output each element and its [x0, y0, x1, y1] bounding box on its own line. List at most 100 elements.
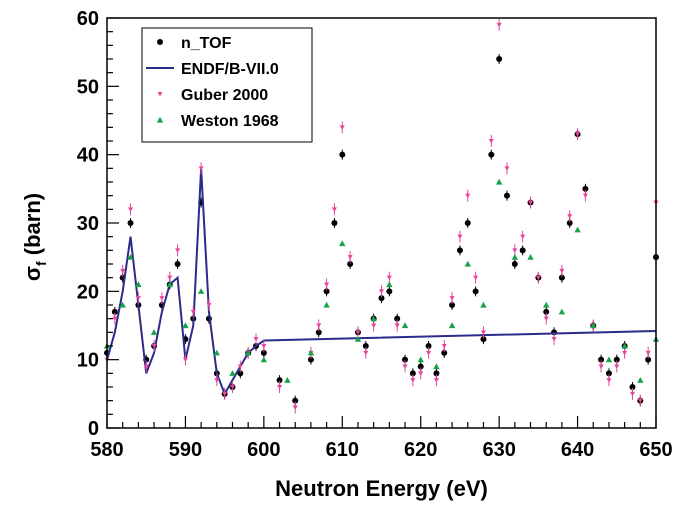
legend-entry: Weston 1968	[156, 113, 279, 130]
data-point	[362, 343, 369, 349]
data-point	[261, 344, 267, 349]
data-point	[528, 200, 534, 205]
data-point	[323, 301, 330, 308]
data-point	[582, 193, 588, 199]
data-point	[543, 301, 550, 308]
x-tick-label: 640	[561, 439, 594, 461]
legend-marker	[156, 116, 164, 123]
data-point	[409, 370, 416, 377]
data-point	[347, 261, 354, 267]
data-point	[292, 405, 298, 410]
data-point	[402, 364, 408, 369]
data-point	[112, 316, 118, 322]
data-point	[128, 207, 134, 212]
data-point	[590, 322, 597, 329]
series-Guber 2000	[104, 18, 659, 414]
data-point	[159, 296, 165, 301]
data-point	[292, 397, 299, 404]
data-point	[417, 363, 424, 370]
y-tick-label: 60	[77, 8, 99, 30]
data-point	[543, 316, 549, 322]
data-point	[465, 193, 471, 199]
data-point	[559, 268, 565, 274]
legend-box	[141, 27, 313, 143]
data-point	[394, 323, 400, 328]
data-point	[433, 378, 439, 383]
data-point	[449, 296, 455, 301]
data-point	[307, 356, 314, 363]
data-point	[174, 261, 181, 267]
data-point	[613, 356, 620, 363]
data-point	[229, 370, 236, 376]
data-point	[316, 323, 322, 328]
data-point	[151, 344, 157, 349]
y-tick-label: 40	[77, 145, 99, 167]
data-point	[355, 330, 361, 335]
data-point	[527, 253, 534, 260]
data-point	[315, 329, 322, 336]
data-point	[260, 349, 267, 356]
y-tick-label: 10	[77, 350, 99, 372]
data-point	[488, 139, 494, 144]
series-ENDF/B-VII.0	[106, 168, 657, 397]
data-point	[324, 282, 330, 287]
data-point	[558, 274, 565, 281]
data-point	[410, 378, 416, 383]
data-point	[190, 309, 196, 315]
data-point	[167, 275, 173, 281]
legend-marker	[157, 92, 163, 97]
data-point	[575, 132, 581, 137]
data-point	[339, 151, 346, 158]
x-tick-label: 600	[247, 439, 280, 461]
legend-entries: n_TOF ENDF/B-VII.0 Guber 2000 Weston 1968	[146, 35, 279, 130]
data-point	[222, 391, 228, 397]
data-point	[511, 261, 518, 267]
data-point	[426, 350, 432, 356]
data-point	[551, 337, 557, 342]
y-axis-label-symbol: σ	[20, 266, 45, 281]
data-point	[143, 364, 149, 369]
y-axis-label-subscript: f	[33, 261, 49, 266]
y-tick-label: 50	[77, 76, 99, 98]
data-point	[598, 356, 605, 363]
data-point	[347, 255, 353, 260]
legend-label: ENDF/B-VII.0	[181, 61, 279, 78]
data-point	[622, 350, 628, 356]
data-point	[402, 356, 409, 363]
x-axis-label: Neutron Energy (eV)	[275, 476, 488, 501]
data-point	[496, 56, 503, 62]
data-point	[449, 302, 456, 308]
data-point	[645, 350, 651, 356]
data-point	[214, 378, 220, 383]
data-point	[637, 398, 643, 404]
y-tick-label: 0	[88, 418, 99, 440]
data-point	[229, 385, 235, 390]
data-point	[127, 253, 134, 260]
data-point	[605, 356, 613, 363]
data-point	[354, 335, 362, 342]
data-point	[503, 192, 510, 199]
data-point	[456, 247, 463, 254]
data-point	[582, 185, 589, 192]
legend-entry: n_TOF	[157, 35, 232, 52]
data-point	[386, 281, 393, 288]
data-point	[606, 378, 612, 383]
data-point	[363, 350, 369, 356]
data-point	[637, 376, 644, 383]
data-point	[386, 275, 392, 281]
data-point	[237, 370, 244, 377]
data-point	[135, 296, 141, 301]
data-point	[448, 322, 456, 329]
data-point	[558, 308, 566, 315]
data-point	[473, 275, 479, 281]
data-point	[480, 336, 487, 343]
marks-layer	[103, 18, 660, 414]
data-point	[166, 281, 173, 288]
data-point	[441, 349, 448, 356]
data-point	[175, 248, 181, 253]
data-point	[520, 234, 526, 240]
data-point	[457, 234, 463, 240]
data-point	[480, 301, 487, 308]
